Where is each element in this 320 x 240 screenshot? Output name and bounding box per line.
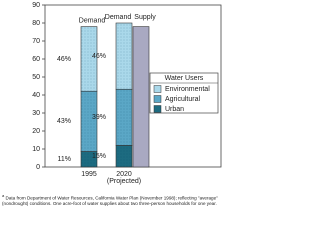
bar-texture [116, 89, 132, 146]
legend-label: Environmental [165, 86, 210, 93]
demand-label: Demand [79, 17, 106, 24]
share-label: 15% [92, 153, 106, 160]
legend-swatch [153, 85, 162, 93]
legend-box [149, 72, 219, 114]
legend-swatch [153, 105, 162, 113]
y-tick-label: 20 [32, 128, 40, 135]
y-tick-label: 60 [32, 56, 40, 63]
chart: 0 10 20 30 40 50 60 70 80 90 1995 11% 43% 46% Demand 20… [32, 2, 222, 185]
footnote-marker: a [2, 193, 5, 198]
y-tick-label: 10 [32, 146, 40, 153]
y-tick-label: 90 [32, 2, 40, 9]
bar-texture [81, 91, 97, 152]
footnote: a Data from Department of Water Resource… [2, 193, 220, 206]
bar-texture [116, 23, 132, 90]
y-tick-label: 70 [32, 38, 40, 45]
bar-texture [116, 145, 132, 167]
supply-bar [132, 26, 150, 168]
x-tick-line: (Projected) [107, 178, 141, 185]
x-tick-label: 2020 (Projected) [107, 171, 141, 185]
legend-title: Water Users [165, 75, 204, 82]
y-tick-label: 50 [32, 74, 40, 81]
x-tick-line: 2020 [116, 171, 132, 178]
demand-label: Demand [105, 14, 132, 21]
y-tick-label: 80 [32, 20, 40, 27]
page: 0 10 20 30 40 50 60 70 80 90 1995 11% 43% 46% Demand 20… [2, 2, 222, 206]
share-label: 46% [92, 53, 106, 60]
y-tick-label: 40 [32, 92, 40, 99]
share-label: 46% [57, 56, 71, 63]
share-label: 39% [92, 114, 106, 121]
supply-label: Supply [134, 14, 156, 21]
legend-label: Urban [165, 106, 184, 113]
legend-label: Agricultural [165, 96, 200, 103]
y-tick-label: 0 [36, 164, 40, 171]
y-tick-label: 30 [32, 110, 40, 117]
share-label: 43% [57, 118, 71, 125]
bar-texture [81, 151, 97, 167]
bar-texture [81, 26, 97, 92]
x-tick-label: 1995 [81, 171, 97, 178]
share-label: 11% [58, 156, 72, 163]
legend-swatch [153, 95, 162, 103]
footnote-text: Data from Department of Water Resources,… [2, 195, 218, 206]
